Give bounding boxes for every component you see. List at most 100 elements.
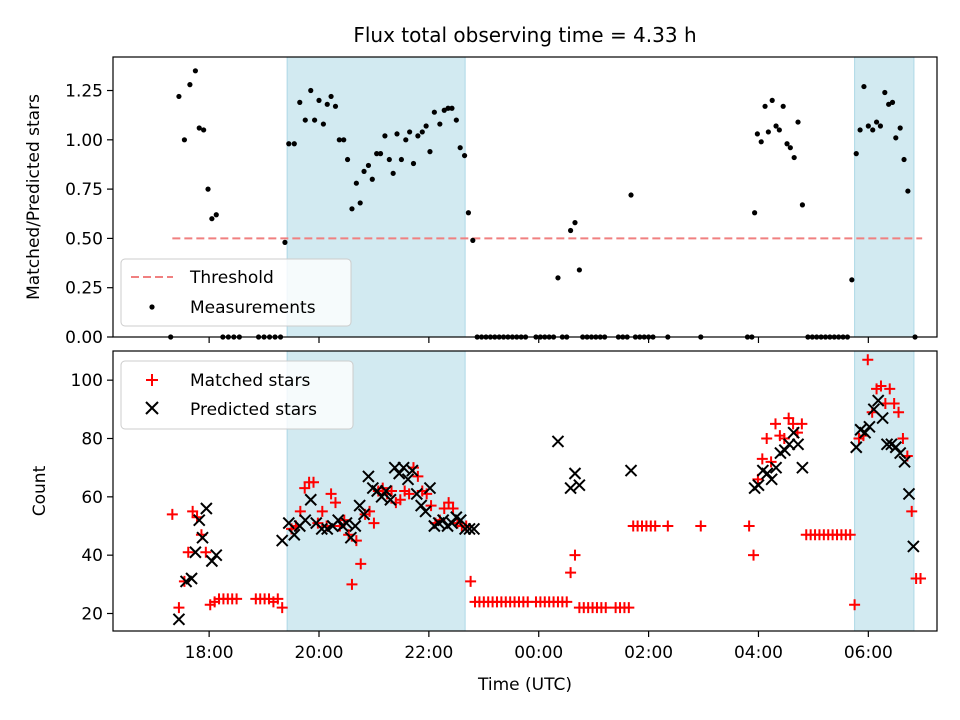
x-tick-label-6: 06:00 [844, 643, 893, 663]
measurement-point-106 [752, 210, 758, 216]
measurement-point-53 [427, 149, 433, 155]
matched-star-point-47 [394, 494, 406, 506]
predicted-star-point-61 [769, 461, 783, 474]
predicted-star-point-67 [796, 461, 809, 474]
predicted-star-point-65 [787, 426, 800, 439]
predicted-star-point-37 [410, 487, 423, 501]
predicted-star-point-54 [573, 478, 586, 492]
top-y-tick-label-3: 0.75 [65, 180, 103, 200]
matched-star-point-27 [308, 476, 320, 488]
matched-star-point-118 [796, 418, 808, 430]
predicted-star-point-71 [863, 420, 876, 434]
measurement-point-44 [390, 170, 396, 176]
predicted-star-point-11 [288, 528, 301, 541]
measurement-point-132 [857, 127, 863, 133]
measurement-point-141 [893, 135, 899, 141]
matched-star-point-106 [743, 520, 755, 532]
predicted-star-point-35 [401, 473, 415, 486]
predicted-star-point-68 [850, 441, 863, 454]
matched-star-point-85 [565, 567, 577, 579]
measurement-point-47 [403, 137, 409, 143]
top-y-tick-label-4: 1.00 [65, 131, 103, 151]
measurement-point-1 [176, 93, 182, 100]
measurement-point-61 [461, 152, 468, 159]
measurement-point-3 [187, 82, 193, 88]
measurement-point-5 [196, 125, 202, 131]
matched-star-point-130 [849, 599, 861, 611]
measurement-point-29 [328, 93, 334, 100]
legend-matched-label: Matched stars [190, 371, 310, 391]
predicted-star-point-75 [880, 438, 894, 451]
measurement-point-85 [572, 220, 578, 226]
matched-star-point-107 [748, 549, 760, 561]
measurement-point-63 [470, 237, 476, 243]
predicted-star-point-10 [282, 516, 295, 530]
measurement-point-111 [769, 97, 775, 103]
x-tick-label-1: 20:00 [295, 643, 344, 663]
predicted-star-point-59 [761, 467, 774, 480]
x-tick-label-0: 18:00 [185, 643, 234, 663]
measurement-point-31 [336, 137, 342, 143]
matched-star-point-45 [386, 485, 398, 497]
measurement-point-109 [762, 103, 768, 109]
predicted-star-point-53 [568, 467, 582, 480]
predicted-star-point-57 [752, 478, 765, 492]
matched-star-point-133 [862, 354, 874, 366]
matched-star-point-58 [443, 497, 455, 509]
predicted-star-point-39 [419, 505, 432, 518]
measurement-point-57 [445, 105, 451, 111]
measurement-point-43 [386, 156, 392, 163]
matched-star-point-129 [844, 529, 856, 541]
predicted-star-point-3 [189, 546, 202, 559]
measurement-point-39 [369, 176, 375, 182]
measurement-point-46 [398, 156, 404, 163]
matched-star-point-28 [312, 517, 324, 529]
measurement-point-134 [865, 123, 871, 129]
measurement-point-7 [205, 186, 211, 192]
top-legend-box [120, 258, 352, 327]
measurement-point-138 [882, 89, 888, 96]
predicted-star-point-13 [299, 513, 312, 527]
x-tick-label-5: 04:00 [734, 643, 783, 663]
predicted-star-point-4 [193, 513, 206, 527]
measurement-point-133 [861, 83, 867, 90]
measurement-point-50 [415, 133, 421, 139]
measurement-point-27 [320, 121, 326, 127]
x-tick-label-2: 22:00 [404, 643, 453, 663]
top-axes-frame [112, 56, 938, 338]
measurement-point-84 [567, 227, 574, 234]
measurement-point-119 [799, 202, 806, 208]
matched-star-point-7 [200, 546, 212, 558]
measurement-point-110 [765, 129, 771, 135]
predicted-star-point-74 [876, 411, 889, 425]
matched-star-point-141 [897, 433, 909, 444]
predicted-star-point-33 [392, 467, 406, 480]
matched-star-point-145 [915, 573, 927, 584]
predicted-star-point-29 [375, 490, 388, 504]
measurement-point-51 [419, 129, 425, 135]
predicted-star-point-70 [858, 426, 872, 439]
predicted-star-points [172, 394, 920, 626]
bottom-legend-box [120, 360, 354, 430]
matched-star-point-38 [355, 558, 367, 570]
measurement-point-42 [382, 133, 388, 139]
predicted-star-point-77 [889, 441, 903, 454]
legend-predicted-label: Predicted stars [190, 400, 317, 420]
measurement-point-35 [353, 180, 359, 186]
measurement-point-26 [316, 97, 322, 103]
matched-star-point-36 [346, 578, 358, 590]
predicted-star-point-26 [362, 470, 375, 483]
measurement-point-116 [787, 145, 793, 151]
matched-star-point-84 [561, 596, 573, 608]
predicted-star-point-2 [185, 572, 198, 585]
matched-star-point-136 [875, 380, 887, 392]
top-y-tick-label-1: 0.25 [65, 279, 103, 299]
measurement-point-38 [365, 162, 372, 169]
matched-star-point-0 [166, 508, 178, 520]
measurement-point-130 [849, 277, 855, 283]
measurement-point-107 [754, 131, 760, 137]
matched-star-point-143 [906, 505, 918, 517]
predicted-star-point-5 [196, 531, 209, 544]
predicted-star-point-23 [349, 519, 362, 533]
